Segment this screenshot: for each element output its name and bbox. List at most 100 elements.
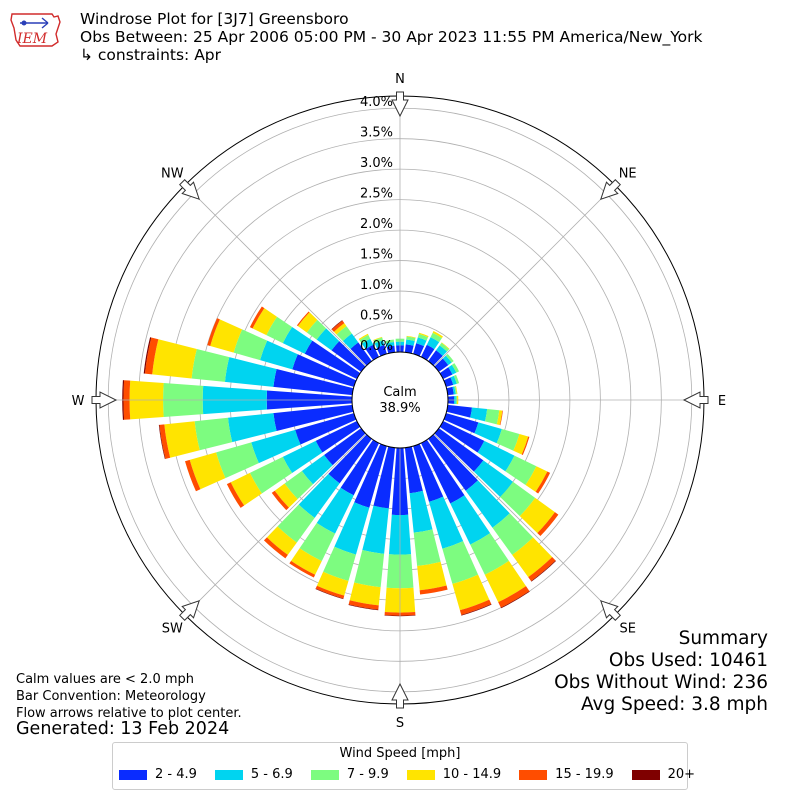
windrose-bar-segment	[316, 487, 354, 534]
windrose-bar-segment	[442, 541, 479, 584]
windrose-bar-segment	[315, 420, 361, 453]
windrose-bar-segment	[439, 367, 453, 380]
windrose-bar-segment	[373, 337, 384, 344]
radial-labels: 0.0% 0.5% 1.0% 1.5% 2.0% 2.5% 3.0% 3.5% 4.0%N NE E…	[72, 72, 727, 731]
windrose-bar-segment	[443, 413, 479, 434]
direction-spoke	[433, 184, 616, 367]
windrose-bar-segment	[413, 343, 425, 357]
windrose-bar-segment	[448, 364, 457, 375]
calm-circle: Calm 38.9%	[351, 351, 449, 449]
windrose-bar-segment	[406, 336, 416, 342]
legend-item: 15 - 19.9	[519, 767, 614, 782]
windrose-bar-segment	[143, 337, 152, 374]
windrose-bar-segment	[361, 338, 374, 350]
windrose-bar-segment	[354, 443, 387, 508]
bar-convention-note: Bar Convention: Meteorology	[16, 689, 206, 704]
windrose-bar-segment	[537, 512, 559, 537]
windrose-bar-segment	[417, 333, 429, 341]
radial-tick-label: 3.5%	[360, 126, 393, 141]
windrose-bar-segment	[512, 537, 553, 578]
direction-label: N	[395, 72, 405, 87]
windrose-bar-segment	[289, 560, 316, 578]
windrose-bar-segment	[455, 385, 458, 395]
windrose-bar-segment	[284, 471, 314, 500]
legend-swatch	[310, 769, 339, 780]
windrose-bar-segment	[420, 439, 465, 504]
flow-arrow-icon	[391, 682, 409, 709]
flow-arrow-icon	[179, 600, 200, 621]
windrose-bar-segment	[519, 497, 555, 534]
chart-subtitle: Obs Between: 25 Apr 2006 05:00 PM - 30 A…	[80, 28, 703, 46]
legend-label: 2 - 4.9	[155, 767, 197, 782]
windrose-bar-segment	[295, 413, 357, 445]
windrose-bar-segment	[413, 529, 441, 566]
windrose-bar-segment	[419, 585, 448, 595]
radial-tick-label: 0.0%	[360, 339, 393, 354]
windrose-bar-segment	[454, 386, 457, 395]
windrose-bar-segment	[349, 582, 381, 606]
legend-label: 20+	[667, 767, 696, 782]
direction-label: E	[718, 394, 726, 409]
windrose-bar-segment	[531, 560, 556, 582]
windrose-bar-segment	[260, 340, 298, 370]
summary-avg-speed: Avg Speed: 3.8 mph	[580, 694, 768, 715]
legend-swatch	[214, 769, 243, 780]
windrose-bar-segment	[430, 332, 442, 343]
windrose-bar-segment	[185, 459, 201, 492]
windrose-bar-segment	[362, 505, 389, 554]
windrose-bar-segment	[461, 604, 492, 616]
windrose-bar-segment	[535, 471, 551, 494]
windrose-bar-segment	[385, 341, 395, 347]
windrose-bar-segment	[416, 337, 427, 347]
windrose-bar-segment	[446, 404, 472, 418]
windrose-bar-segment	[301, 454, 333, 485]
windrose-bar-segment	[316, 571, 349, 596]
windrose-bar-segment	[452, 386, 456, 395]
windrose-bar-segment	[521, 436, 530, 455]
windrose-bar-segment	[273, 404, 354, 431]
windrose-bar-segment	[296, 311, 310, 327]
windrose-bar-segment	[434, 358, 449, 372]
windrose-bar-segment	[328, 434, 372, 484]
direction-label: NW	[161, 166, 184, 181]
legend-title: Wind Speed [mph]	[339, 746, 461, 761]
legend-item: 10 - 14.9	[406, 767, 501, 782]
legend-swatch	[119, 769, 147, 780]
direction-spoke	[184, 433, 367, 616]
calm-note: Calm values are < 2.0 mph	[16, 672, 195, 687]
windrose-bar-segment	[365, 344, 380, 361]
windrose-bar-segment	[498, 586, 530, 608]
windrose-bar-segment	[249, 456, 293, 494]
windrose-bar-segment	[331, 341, 366, 372]
windrose-bar-segment	[505, 455, 537, 486]
windrose-bar-segment	[451, 363, 460, 373]
flow-arrow-icon	[600, 179, 621, 200]
windrose-bar-segment	[453, 374, 460, 384]
radial-tick-label: 2.5%	[360, 187, 393, 202]
windrose-bar-segment	[405, 339, 415, 346]
summary-heading: Summary	[678, 628, 768, 649]
direction-spoke	[184, 184, 367, 367]
flow-arrow-icon	[91, 391, 118, 409]
windrose-bar-segment	[359, 334, 371, 344]
windrose-bar-segment	[436, 345, 447, 356]
direction-label: NE	[619, 166, 637, 181]
windrose-bar-segment	[316, 328, 340, 351]
windrose-bar-segment	[350, 342, 372, 366]
windrose-bar-segment	[271, 490, 289, 511]
plot-notes: Calm values are < 2.0 mph Bar Convention…	[16, 671, 242, 722]
flow-arrow-icon	[600, 600, 621, 621]
windrose-bar-segment	[282, 326, 313, 354]
windrose-bar-segment	[358, 333, 369, 341]
windrose-bar-segment	[315, 585, 345, 599]
windrose-bar-segment	[233, 329, 268, 361]
windrose-bar-segment	[465, 480, 510, 528]
windrose-bar-segment	[450, 375, 457, 385]
windrose-bar-segment	[331, 320, 345, 332]
radial-tick-label: 1.5%	[360, 248, 393, 263]
windrose-bar-segment	[496, 410, 503, 426]
windrose-bar-segment	[273, 369, 354, 396]
windrose-bar-segment	[306, 319, 327, 340]
windrose-bar-segment	[266, 526, 297, 555]
windrose-bar-segment	[159, 424, 171, 459]
